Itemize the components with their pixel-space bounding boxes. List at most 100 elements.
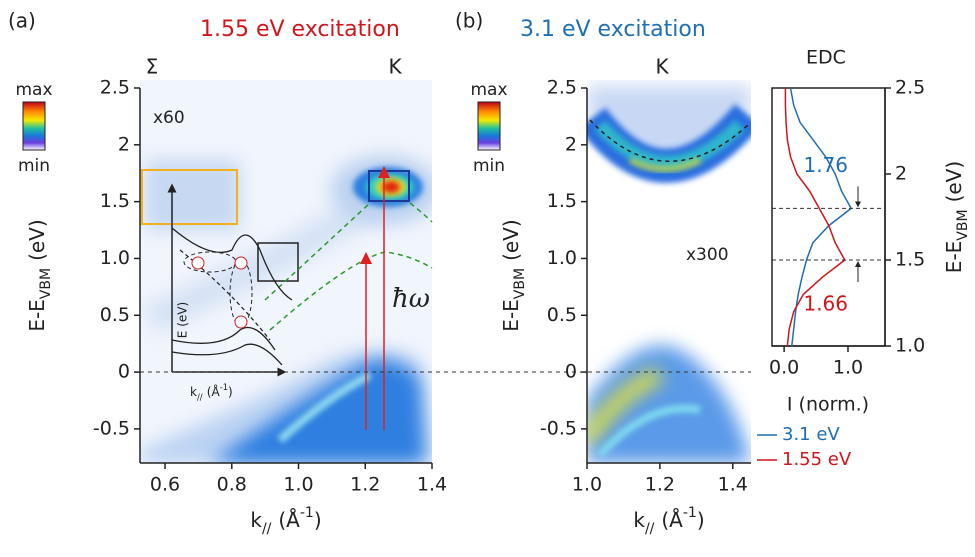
hole: [234, 315, 248, 329]
peak-annotation: 1.76: [803, 153, 848, 177]
label-part: VBM: [38, 268, 54, 299]
peak-annotation: 1.66: [803, 292, 848, 316]
colorbar-min: min: [18, 156, 50, 176]
label-part: ): [228, 385, 233, 399]
y-axis-label: E-EVBM (eV): [499, 219, 529, 331]
colorbar: [22, 101, 46, 151]
inset-x-label: k// (Å-1): [190, 382, 233, 402]
label-part: E-E: [25, 299, 49, 332]
colorbar-max: max: [470, 80, 507, 100]
sigma-box: [141, 169, 238, 225]
x-tick-label: 1.4: [417, 474, 447, 496]
y-tick-label: 2: [565, 133, 577, 155]
label-part: E-E: [499, 299, 523, 332]
inset: E (eV) k// (Å-1): [167, 183, 293, 402]
y-tick-label: -0.5: [93, 417, 130, 439]
y-tick-label: 1.0: [100, 247, 130, 269]
valence-band: [597, 404, 701, 458]
photon-label: ħω: [392, 284, 430, 314]
symmetry-label: K: [655, 55, 669, 79]
label-part: (eV): [25, 219, 49, 261]
scale-label: x300: [686, 245, 729, 265]
heatmap-a: [140, 80, 432, 463]
label-part: k: [190, 385, 197, 399]
label-part: -1: [300, 505, 314, 521]
legend-label: 1.55 eV: [782, 449, 852, 470]
y-tick-label: 0.5: [100, 304, 130, 326]
symmetry-label: K: [388, 55, 402, 79]
y-tick-label: -0.5: [540, 417, 577, 439]
frame: [771, 87, 886, 347]
label-part: -1: [683, 505, 697, 521]
edc-line: [784, 88, 846, 347]
label-part: (eV): [499, 219, 523, 261]
inset-band: [171, 343, 283, 366]
inset-band: [171, 326, 276, 351]
x-tick-label: 1.4: [718, 474, 748, 496]
inset-band: [179, 249, 271, 341]
y-tick-label: 2: [118, 133, 130, 155]
x-axis-label: k// (Å-1): [250, 505, 321, 537]
panel-label: (a): [8, 9, 36, 33]
y-tick-label: 2: [895, 163, 907, 185]
x-axis-label: I (norm.): [787, 394, 869, 416]
panel-title: EDC: [806, 47, 846, 69]
electron: [191, 256, 205, 270]
panel-title: 3.1 eV excitation: [520, 17, 706, 42]
inset-y-label: E (eV): [176, 302, 190, 338]
colorbar-min: min: [473, 156, 505, 176]
x-tick-label: 0.8: [217, 474, 247, 496]
label-part: (Å: [661, 508, 683, 532]
band-guide: [589, 119, 749, 162]
x-tick-label: 1.2: [350, 474, 380, 496]
label-part: ): [697, 508, 705, 532]
x-axis-label: k// (Å-1): [633, 505, 704, 537]
label-part: (eV): [942, 161, 966, 203]
label-part: -1: [220, 382, 228, 392]
panel-label: (b): [455, 9, 483, 33]
y-axis-label: E-EVBM (eV): [25, 219, 55, 331]
x-tick-label: 1.0: [833, 357, 863, 379]
x-tick-label: 1.0: [283, 474, 313, 496]
y-tick-label: 0.5: [547, 304, 577, 326]
y-tick-label: 2.5: [895, 77, 925, 99]
signal: [594, 120, 745, 170]
label-part: k: [250, 508, 262, 532]
y-tick-label: 2.5: [547, 77, 577, 99]
label-part: (Å: [278, 508, 300, 532]
label-part: VBM: [512, 268, 528, 299]
valence-band: [277, 371, 372, 443]
x-tick-label: 0.0: [769, 357, 799, 379]
y-tick-label: 0: [565, 361, 577, 383]
colorbar: [477, 101, 501, 151]
x-tick-label: 0.6: [150, 474, 180, 496]
label-part: //: [197, 392, 203, 402]
label-part: ): [314, 508, 322, 532]
glow: [382, 181, 400, 193]
heatmap-b: [587, 80, 751, 463]
scale-label: x60: [153, 108, 185, 128]
colorbar-max: max: [15, 80, 52, 100]
electron: [234, 256, 248, 270]
band-guide: [409, 202, 433, 223]
valence-band: [587, 367, 664, 445]
mid-box: [257, 242, 299, 282]
sigma-signal: [145, 160, 240, 230]
legend-label: 3.1 eV: [782, 424, 840, 445]
label-part: E-E: [942, 241, 966, 274]
signal: [628, 157, 702, 172]
axes: -0.500.51.01.522.50.6 0.8 1.0 1.2 1.4E-EVBM(…: [25, 77, 972, 538]
y-tick-label: 1.0: [895, 335, 925, 357]
y-tick-label: 1.5: [895, 249, 925, 271]
label-part: (Å: [207, 384, 221, 399]
edc-line: [789, 87, 853, 347]
label-part: k: [633, 508, 645, 532]
label-part: //: [645, 521, 655, 537]
inset-band: [171, 227, 293, 301]
y-tick-label: 2.5: [100, 77, 130, 99]
y-axis-label: E-EVBM (eV): [942, 161, 972, 273]
y-tick-label: 0: [118, 361, 130, 383]
label-part: //: [262, 521, 272, 537]
x-tick-label: 1.2: [645, 474, 675, 496]
